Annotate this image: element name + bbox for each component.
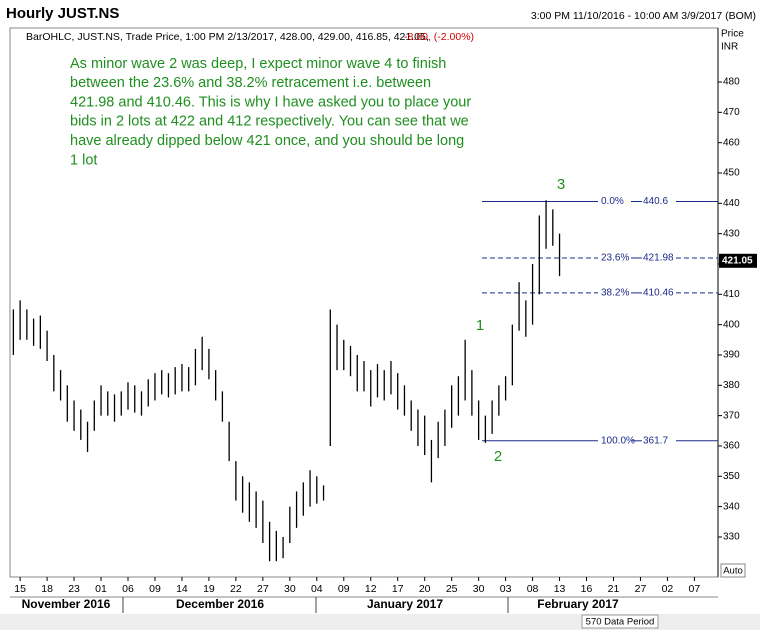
annotation: between the 23.6% and 38.2% retracement …: [70, 75, 431, 91]
x-tick-label: 21: [608, 583, 620, 595]
month-label: January 2017: [367, 597, 443, 611]
y-tick-label: 440: [723, 198, 740, 209]
x-tick-label: 01: [95, 583, 107, 595]
x-tick-label: 09: [149, 583, 161, 595]
x-tick-label: 03: [500, 583, 512, 595]
annotation: have already dipped below 421 once, and …: [70, 133, 464, 149]
y-tick-label: 470: [723, 107, 740, 118]
x-tick-label: 06: [122, 583, 134, 595]
x-tick-label: 12: [365, 583, 377, 595]
fib-label: 23.6%: [601, 253, 629, 264]
fib-value: 361.7: [643, 435, 668, 446]
y-tick-label: 350: [723, 471, 740, 482]
annotation: bids in 2 lots at 422 and 412 respective…: [70, 114, 469, 130]
month-label: December 2016: [176, 597, 264, 611]
x-tick-label: 02: [662, 583, 674, 595]
y-tick-label: 450: [723, 168, 740, 179]
x-tick-label: 07: [689, 583, 701, 595]
y-tick-label: 430: [723, 228, 740, 239]
annotation: 421.98 and 410.46. This is why I have as…: [70, 94, 471, 110]
month-label: November 2016: [22, 597, 111, 611]
y-tick-label: 380: [723, 380, 740, 391]
y-tick-label: 330: [723, 532, 740, 543]
info: BarOHLC, JUST.NS, Trade Price, 1:00 PM 2…: [26, 31, 429, 43]
annotation: 1 lot: [70, 152, 97, 168]
status-bar: [0, 614, 760, 630]
x-tick-label: 13: [554, 583, 566, 595]
fib-label: 0.0%: [601, 196, 624, 207]
x-tick-label: 20: [419, 583, 431, 595]
fib-label: 100.0%: [601, 435, 635, 446]
y-tick-label: 410: [723, 289, 740, 300]
wave-label: 1: [476, 317, 484, 334]
auto-label[interactable]: Auto: [723, 566, 743, 577]
auto-box[interactable]: [720, 563, 746, 578]
fib-label: 38.2%: [601, 288, 629, 299]
x-tick-label: 30: [284, 583, 296, 595]
wave-label: 3: [557, 176, 565, 193]
x-tick-label: 04: [311, 583, 323, 595]
x-tick-label: 17: [392, 583, 404, 595]
y-tick-label: 460: [723, 137, 740, 148]
last-price-label: 421.05: [722, 255, 753, 266]
change: -8.60, (-2.00%): [404, 31, 474, 43]
y-tick-label: 400: [723, 319, 740, 330]
x-tick-label: 18: [41, 583, 53, 595]
wave-label: 2: [494, 448, 502, 465]
y-tick-label: 390: [723, 350, 740, 361]
x-tick-label: 19: [203, 583, 215, 595]
annotation: As minor wave 2 was deep, I expect minor…: [70, 56, 446, 72]
data-period[interactable]: 570 Data Period: [586, 617, 655, 628]
x-tick-label: 16: [581, 583, 593, 595]
x-tick-label: 08: [527, 583, 539, 595]
y-tick-label: 360: [723, 441, 740, 452]
y-tick-label: 340: [723, 501, 740, 512]
x-tick-label: 30: [473, 583, 485, 595]
date-range: 3:00 PM 11/10/2016 - 10:00 AM 3/9/2017 (…: [531, 10, 756, 22]
y-tick-label: 370: [723, 410, 740, 421]
y-tick-label: 480: [723, 77, 740, 88]
y-axis-label: Price: [721, 29, 744, 40]
y-axis-label: INR: [721, 42, 738, 53]
chart-title: Hourly JUST.NS: [6, 5, 119, 22]
x-tick-label: 27: [635, 583, 647, 595]
last-price-box: [719, 253, 757, 268]
x-tick-label: 27: [257, 583, 269, 595]
fib-value: 421.98: [643, 253, 674, 264]
month-label: February 2017: [537, 597, 619, 611]
fib-value: 440.6: [643, 196, 668, 207]
data-period-box[interactable]: [581, 614, 659, 629]
x-tick-label: 15: [14, 583, 26, 595]
x-tick-label: 09: [338, 583, 350, 595]
x-tick-label: 14: [176, 583, 188, 595]
x-tick-label: 25: [446, 583, 458, 595]
x-tick-label: 23: [68, 583, 80, 595]
fib-value: 410.46: [643, 288, 674, 299]
x-tick-label: 22: [230, 583, 242, 595]
